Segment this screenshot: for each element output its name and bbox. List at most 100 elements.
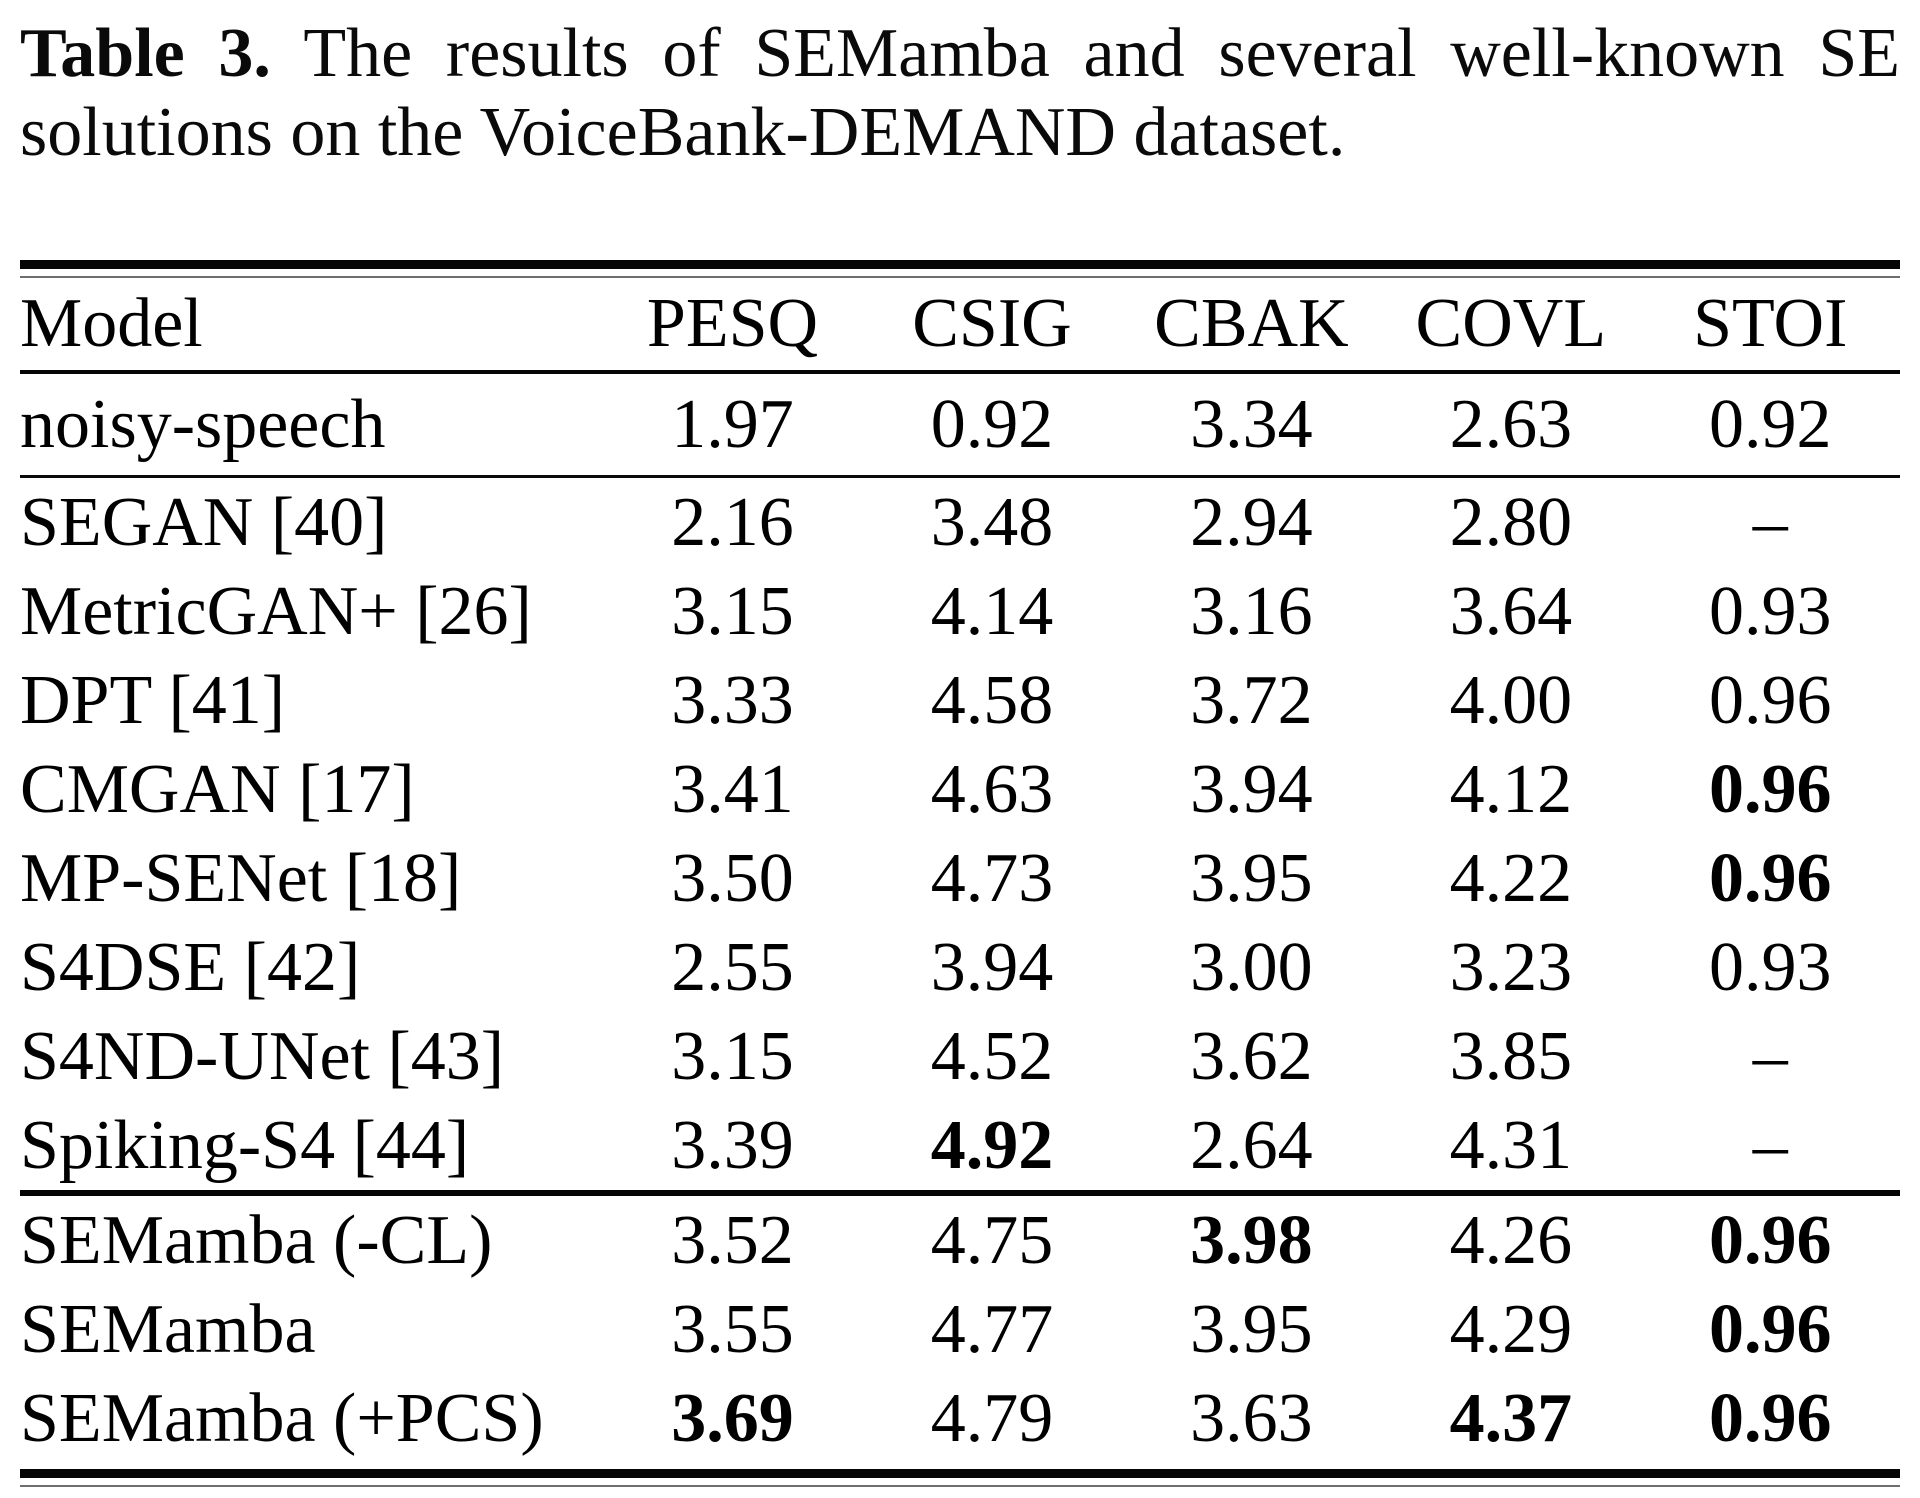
metric-value: 3.72 xyxy=(1190,661,1313,739)
metric-value: 4.12 xyxy=(1449,750,1573,828)
table-row: S4ND-UNet [43] 3.15 4.52 3.62 3.85 – xyxy=(20,1012,1900,1101)
metric-value: 0.93 xyxy=(1709,572,1832,650)
metric-value: 3.16 xyxy=(1190,572,1313,650)
metric-value: – xyxy=(1752,1017,1788,1095)
results-table: Model PESQ CSIG CBAK COVL STOI noisy-speech 1.… xyxy=(20,260,1900,1488)
column-header-covl: COVL xyxy=(1415,285,1607,363)
metric-value: 4.79 xyxy=(930,1379,1054,1457)
metric-value: 3.95 xyxy=(1190,1290,1313,1368)
column-header-pesq: PESQ xyxy=(646,285,819,363)
metric-value: 3.50 xyxy=(671,839,794,917)
model-name: DPT [41] xyxy=(20,661,286,739)
metric-value: 2.64 xyxy=(1190,1106,1313,1184)
metric-value: 3.52 xyxy=(671,1201,794,1279)
header-row: Model PESQ CSIG CBAK COVL STOI xyxy=(20,278,1900,370)
table-caption-text: The results of SEMamba and several well-… xyxy=(20,15,1901,172)
column-header-stoi: STOI xyxy=(1693,285,1848,363)
metric-value: 3.63 xyxy=(1190,1379,1313,1457)
table-row: SEMamba 3.55 4.77 3.95 4.29 0.96 xyxy=(20,1285,1900,1374)
metric-value: 3.94 xyxy=(1190,750,1313,828)
model-name: S4DSE [42] xyxy=(20,928,361,1006)
metric-value: 3.64 xyxy=(1449,572,1573,650)
metric-value: 0.96 xyxy=(1709,750,1832,828)
metric-value: 2.55 xyxy=(671,928,794,1006)
table-row: SEMamba (-CL) 3.52 4.75 3.98 4.26 0.96 xyxy=(20,1196,1900,1285)
paper-page: Table 3. The results of SEMamba and seve… xyxy=(0,14,1920,1498)
table-row: SEMamba (+PCS) 3.69 4.79 3.63 4.37 0.96 xyxy=(20,1374,1900,1463)
metric-value: 4.58 xyxy=(930,661,1054,739)
metric-value: 0.96 xyxy=(1709,661,1832,739)
metric-value: 4.29 xyxy=(1449,1290,1573,1368)
table-row: MP-SENet [18] 3.50 4.73 3.95 4.22 0.96 xyxy=(20,834,1900,923)
group-separator-1 xyxy=(20,475,1900,479)
metric-value: 0.96 xyxy=(1709,1290,1832,1368)
metric-value: 3.23 xyxy=(1449,928,1573,1006)
metric-value: – xyxy=(1752,1106,1788,1184)
metric-value: 3.15 xyxy=(671,572,794,650)
table-row: SEGAN [40] 2.16 3.48 2.94 2.80 – xyxy=(20,478,1900,567)
group-separator-2 xyxy=(20,1190,1900,1197)
table-row: CMGAN [17] 3.41 4.63 3.94 4.12 0.96 xyxy=(20,745,1900,834)
model-name: Spiking-S4 [44] xyxy=(20,1106,470,1184)
metric-value: 4.52 xyxy=(930,1017,1054,1095)
metric-value: 4.92 xyxy=(930,1106,1054,1184)
column-header-model: Model xyxy=(20,285,203,363)
model-name: SEMamba (+PCS) xyxy=(20,1379,544,1457)
metric-value: 3.41 xyxy=(671,750,794,828)
metric-value: 3.34 xyxy=(1190,385,1313,463)
group-0: noisy-speech 1.97 0.92 3.34 2.63 0.92 xyxy=(20,374,1900,475)
metric-value: 2.80 xyxy=(1449,483,1573,561)
table-row: S4DSE [42] 2.55 3.94 3.00 3.23 0.93 xyxy=(20,923,1900,1012)
metric-value: 3.69 xyxy=(671,1379,794,1457)
metric-value: 4.26 xyxy=(1449,1201,1573,1279)
header-rule xyxy=(20,370,1900,375)
metric-value: 2.94 xyxy=(1190,483,1313,561)
table-caption: Table 3. The results of SEMamba and seve… xyxy=(20,14,1900,172)
metric-value: 4.77 xyxy=(930,1290,1054,1368)
metric-value: 4.75 xyxy=(930,1201,1054,1279)
metric-value: 3.48 xyxy=(930,483,1054,561)
table-row: noisy-speech 1.97 0.92 3.34 2.63 0.92 xyxy=(20,374,1900,475)
metric-value: 4.14 xyxy=(930,572,1054,650)
model-name: SEMamba xyxy=(20,1290,316,1368)
table-row: DPT [41] 3.33 4.58 3.72 4.00 0.96 xyxy=(20,656,1900,745)
model-name: CMGAN [17] xyxy=(20,750,415,828)
metric-value: 2.63 xyxy=(1449,385,1573,463)
metric-value: 3.33 xyxy=(671,661,794,739)
metric-value: 3.85 xyxy=(1449,1017,1573,1095)
metric-value: 4.22 xyxy=(1449,839,1573,917)
top-rule xyxy=(20,260,1900,279)
metric-value: 1.97 xyxy=(671,385,794,463)
metric-value: 0.92 xyxy=(930,385,1054,463)
metric-value: 0.96 xyxy=(1709,1201,1832,1279)
model-name: SEMamba (-CL) xyxy=(20,1201,493,1279)
metric-value: 4.73 xyxy=(930,839,1054,917)
group-1: SEGAN [40] 2.16 3.48 2.94 2.80– MetricGAN+ [2… xyxy=(20,478,1900,1190)
table-row: MetricGAN+ [26] 3.15 4.14 3.16 3.64 0.93 xyxy=(20,567,1900,656)
metric-value: 0.92 xyxy=(1709,385,1832,463)
table-row: Spiking-S4 [44] 3.39 4.92 2.64 4.31 – xyxy=(20,1101,1900,1190)
group-2: SEMamba (-CL) 3.52 4.75 3.98 4.26 0.96 SEMamba… xyxy=(20,1196,1900,1463)
metric-value: 3.62 xyxy=(1190,1017,1313,1095)
model-name: MP-SENet [18] xyxy=(20,839,462,917)
column-header-csig: CSIG xyxy=(912,285,1072,363)
bottom-rule xyxy=(20,1469,1900,1488)
metric-value: 3.15 xyxy=(671,1017,794,1095)
metric-value: 4.00 xyxy=(1449,661,1573,739)
column-header-cbak: CBAK xyxy=(1154,285,1349,363)
metric-value: – xyxy=(1752,483,1788,561)
metric-value: 0.96 xyxy=(1709,1379,1832,1457)
metric-value: 4.37 xyxy=(1449,1379,1573,1457)
metric-value: 3.00 xyxy=(1190,928,1313,1006)
metric-value: 4.63 xyxy=(930,750,1054,828)
metric-value: 2.16 xyxy=(671,483,794,561)
metric-value: 0.93 xyxy=(1709,928,1832,1006)
metric-value: 3.94 xyxy=(930,928,1054,1006)
metric-value: 4.31 xyxy=(1449,1106,1573,1184)
metric-value: 3.95 xyxy=(1190,839,1313,917)
model-name: MetricGAN+ [26] xyxy=(20,572,532,650)
model-name: noisy-speech xyxy=(20,385,386,463)
model-name: S4ND-UNet [43] xyxy=(20,1017,505,1095)
model-name: SEGAN [40] xyxy=(20,483,388,561)
metric-value: 3.39 xyxy=(671,1106,794,1184)
